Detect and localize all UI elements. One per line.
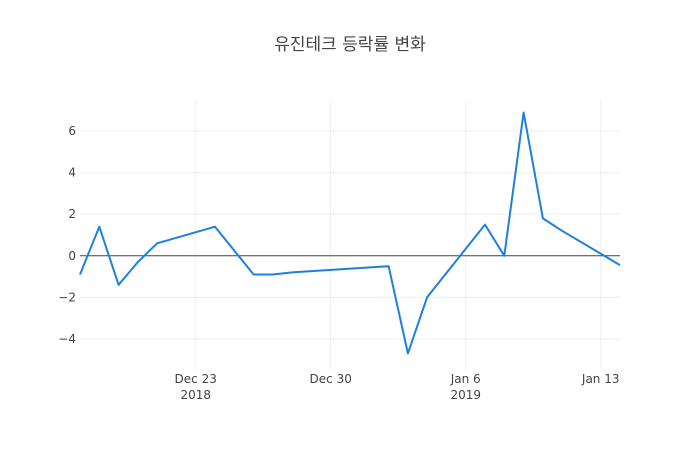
y-tick-label: 0 [68, 249, 76, 263]
x-tick-year-label: 2018 [180, 388, 211, 402]
x-axis-ticks: Dec 23 2018 Dec 30 Jan 6 2019 Jan 13 [175, 372, 620, 402]
y-tick-label: 2 [68, 207, 76, 221]
y-tick-label: −2 [58, 290, 76, 304]
x-tick-label: Dec 30 [310, 372, 352, 386]
x-tick-label: Dec 23 [175, 372, 217, 386]
y-tick-label: −4 [58, 332, 76, 346]
y-tick-label: 6 [68, 124, 76, 138]
chart-title: 유진테크 등락률 변화 [274, 35, 426, 55]
series-group [79, 111, 621, 355]
grid-lines [80, 100, 620, 370]
y-tick-label: 4 [68, 166, 76, 180]
series-line [79, 111, 621, 355]
x-tick-label: Jan 6 [450, 372, 481, 386]
y-axis-ticks: 6 4 2 0 −2 −4 [58, 124, 76, 346]
x-tick-label: Jan 13 [581, 372, 620, 386]
x-tick-year-label: 2019 [450, 388, 481, 402]
